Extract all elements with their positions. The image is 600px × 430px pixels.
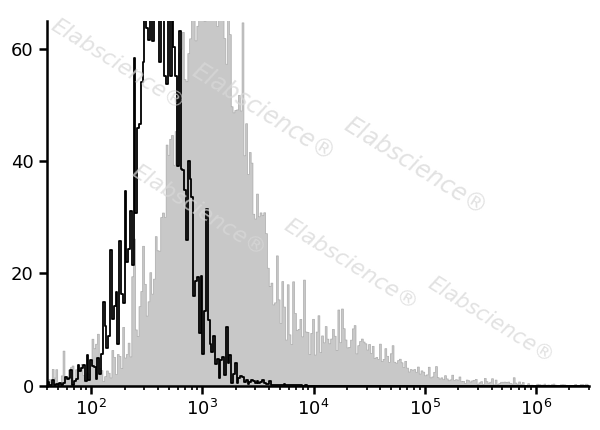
Text: Elabscience®: Elabscience® <box>425 273 558 367</box>
Text: Elabscience®: Elabscience® <box>188 58 340 166</box>
Text: Elabscience®: Elabscience® <box>340 113 491 220</box>
Text: Elabscience®: Elabscience® <box>128 161 269 260</box>
Text: Elabscience®: Elabscience® <box>280 216 421 314</box>
Text: Elabscience®: Elabscience® <box>47 15 188 114</box>
